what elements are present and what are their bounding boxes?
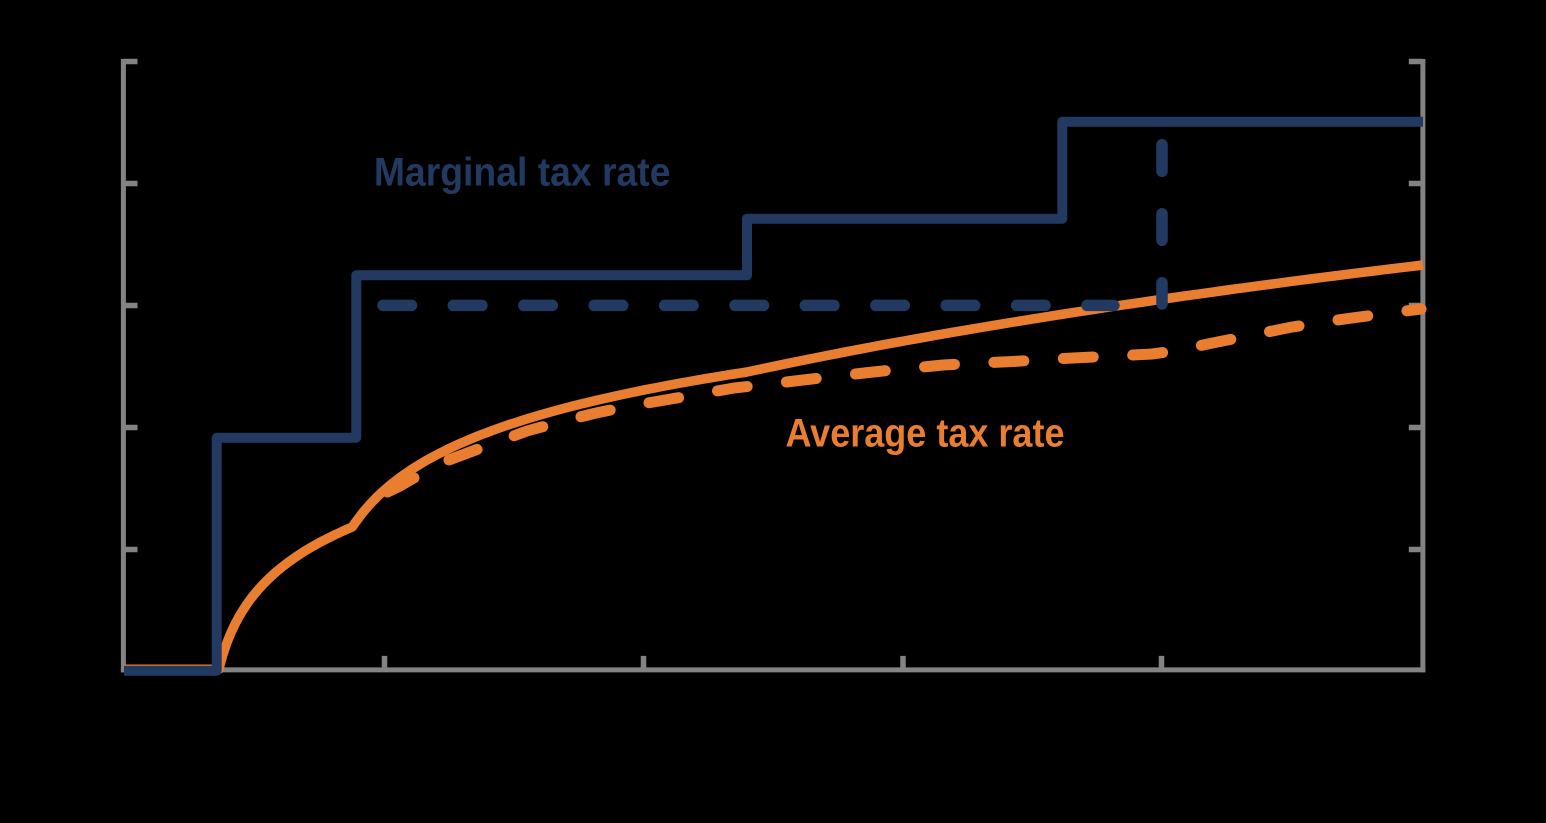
svg-text:Average tax rate: Average tax rate: [786, 412, 1065, 456]
svg-text:Marginal tax rate: Marginal tax rate: [374, 151, 671, 195]
